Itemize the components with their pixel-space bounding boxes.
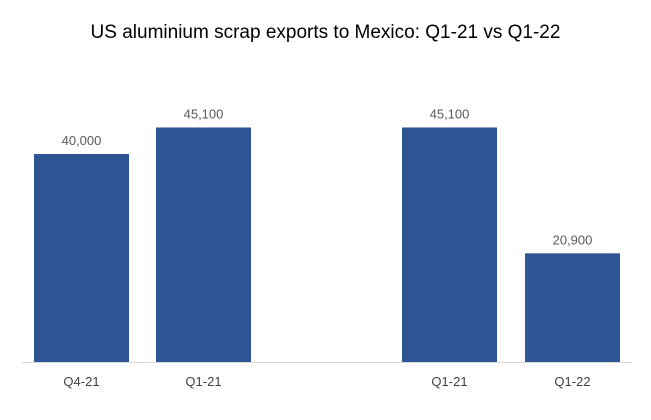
data-label: 40,000	[62, 133, 102, 148]
x-tick-label: Q1-21	[185, 374, 221, 389]
data-label: 20,900	[553, 232, 593, 247]
chart-title: US aluminium scrap exports to Mexico: Q1…	[90, 22, 561, 43]
bar	[34, 154, 129, 362]
data-label: 45,100	[184, 106, 224, 121]
x-tick-label: Q4-21	[63, 374, 99, 389]
bar	[525, 253, 620, 362]
data-label: 45,100	[430, 106, 470, 121]
bar	[156, 127, 251, 362]
x-tick-label: Q1-22	[554, 374, 590, 389]
x-tick-label: Q1-21	[431, 374, 467, 389]
bar	[402, 127, 497, 362]
